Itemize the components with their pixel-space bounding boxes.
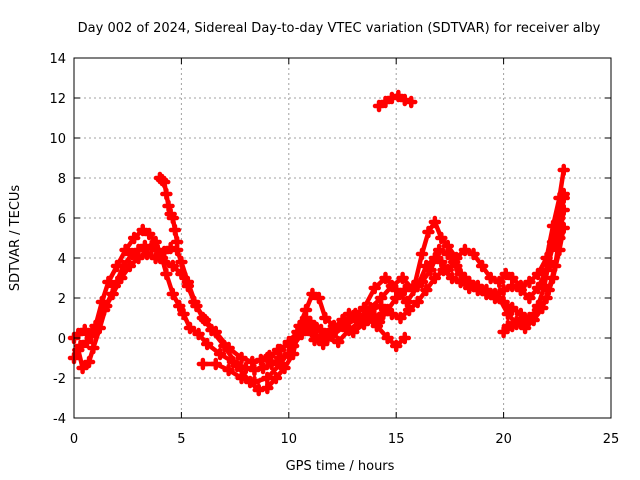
y-tick-label: 8 [58,172,66,187]
y-tick-label: 14 [49,52,66,67]
chart-title: Day 002 of 2024, Sidereal Day-to-day VTE… [78,21,601,36]
y-tick-label: -4 [53,412,66,427]
x-tick-label: 0 [70,432,78,447]
x-axis-label: GPS time / hours [286,459,395,474]
y-tick-label: 0 [58,332,66,347]
series-markers-trace-h [497,191,570,339]
series-markers-trace-i [153,171,184,249]
y-tick-label: 10 [49,132,66,147]
x-tick-label: 25 [603,432,620,447]
y-tick-label: 4 [58,252,66,267]
y-tick-label: 6 [58,212,66,227]
series-markers-trace-c [74,247,412,397]
y-axis-label: SDTVAR / TECUs [8,185,23,292]
x-tick-label: 20 [495,432,512,447]
x-tick-label: 15 [388,432,405,447]
axis-ticks: -4 -2 0 2 4 6 8 10 12 14 0 5 10 15 20 25 [49,52,619,447]
data-series [67,89,570,397]
x-tick-label: 10 [281,432,298,447]
y-tick-label: -2 [53,372,66,387]
x-tick-label: 5 [177,432,185,447]
y-tick-label: 2 [58,292,66,307]
plot-frame [73,57,612,419]
series-markers-trace-j [372,89,418,113]
y-tick-label: 12 [49,92,66,107]
